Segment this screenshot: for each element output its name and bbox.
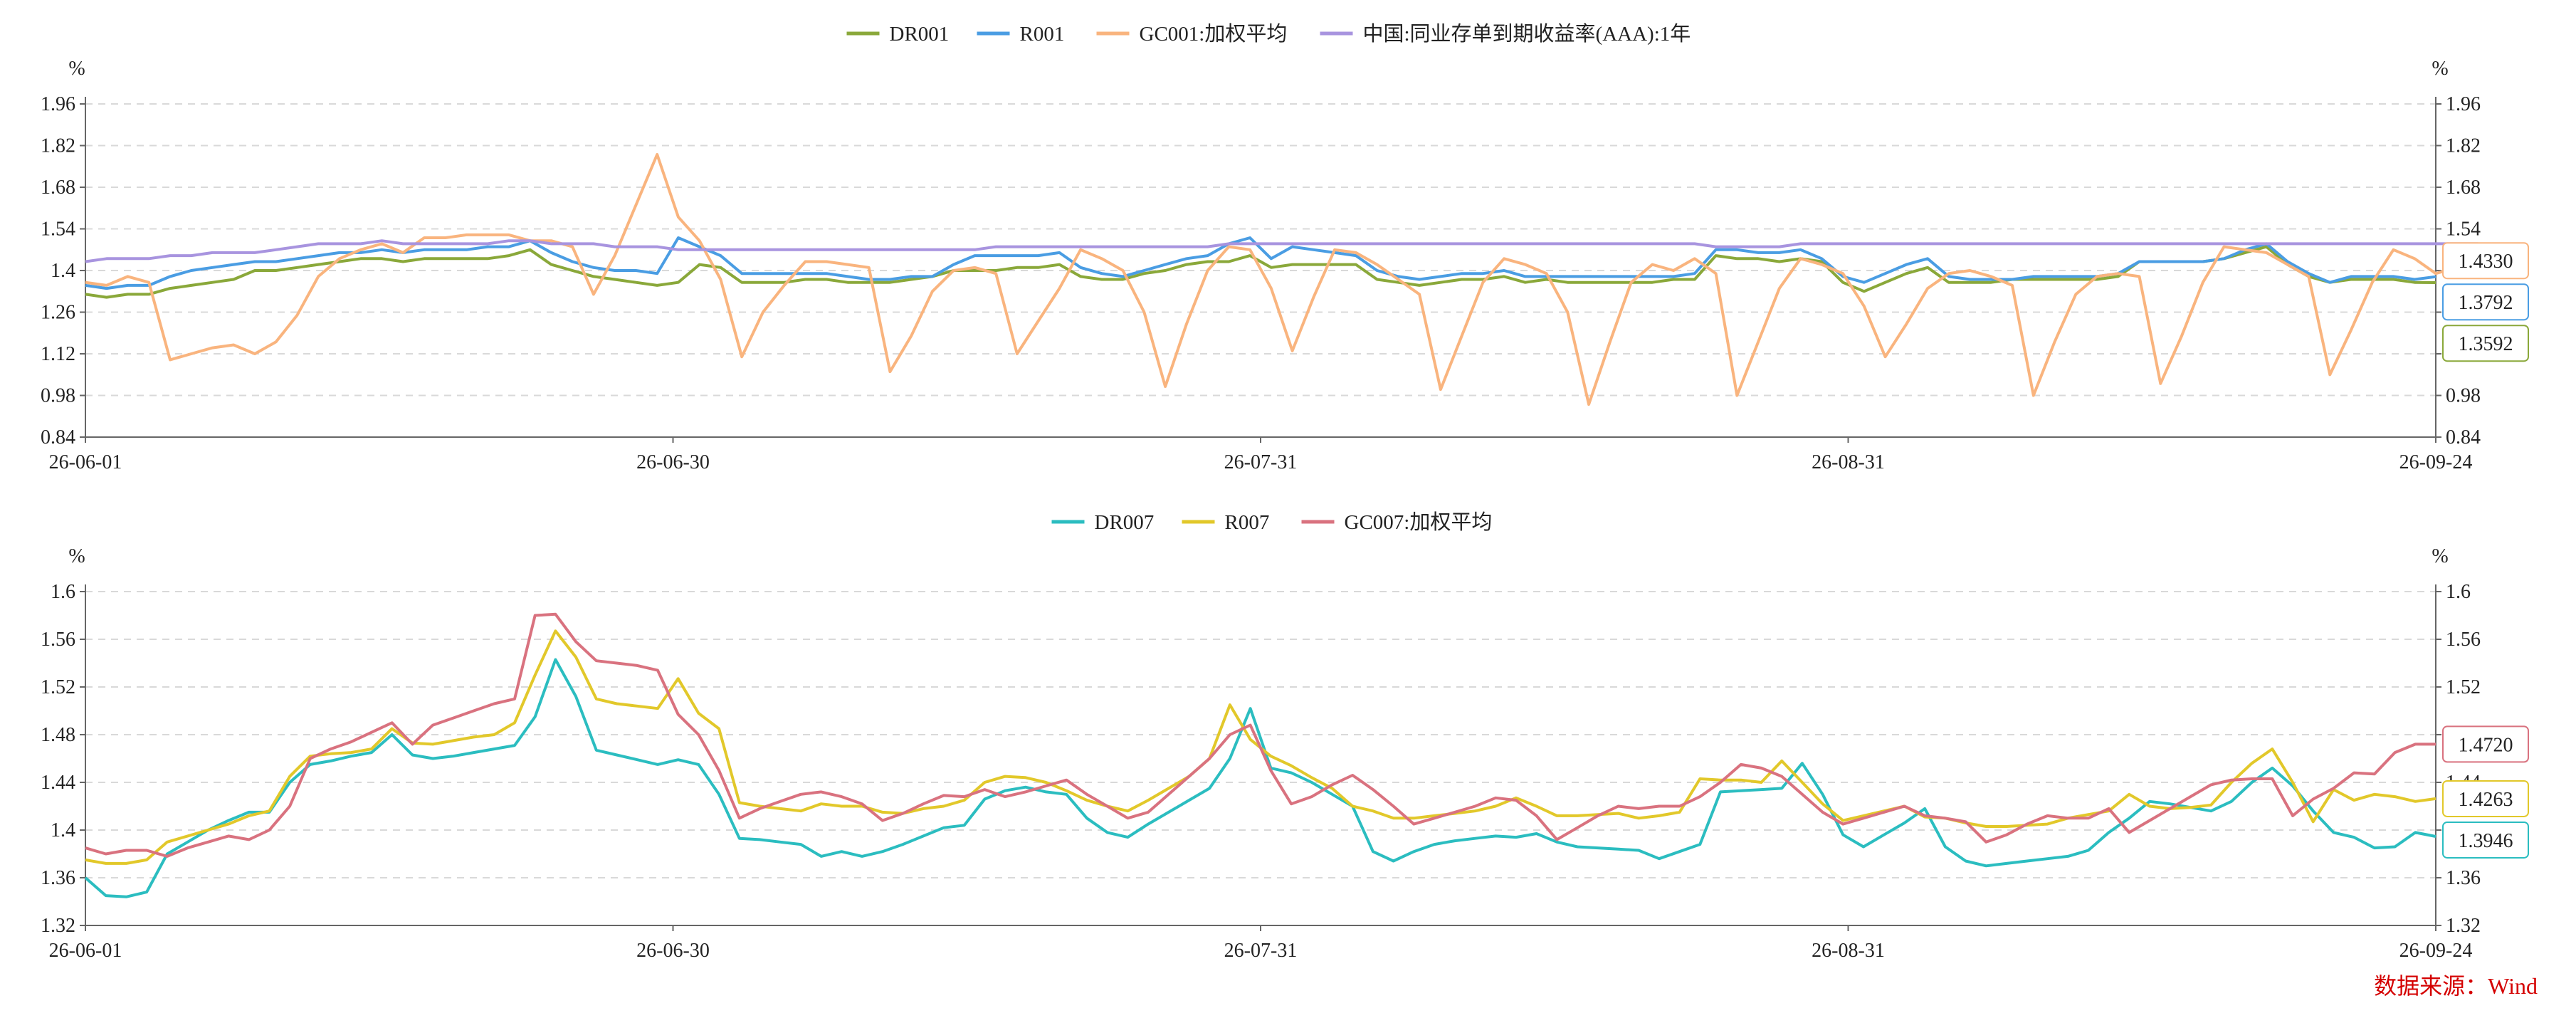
series-line-1-2 [85, 236, 2436, 290]
y-tick-label-left: 1.4 [51, 819, 75, 841]
legend-label: R001 [1020, 23, 1065, 46]
y-tick-label-left: 1.52 [41, 676, 75, 698]
y-tick-label-right: 1.6 [2446, 581, 2471, 603]
end-value-text: 1.3792 [2459, 292, 2513, 314]
y-tick-label-right: 1.56 [2446, 629, 2481, 651]
legend-item: 中国:同业存单到期收益率(AAA):1年 [1320, 22, 1691, 46]
end-value-box [2442, 821, 2529, 859]
series-line-1-4 [85, 239, 2478, 263]
x-tick-label: 26-06-30 [636, 940, 710, 962]
y-tick-label-left: 1.82 [41, 135, 75, 157]
legend-label: DR001 [890, 23, 950, 46]
end-value-box [2442, 283, 2529, 321]
end-value-box [2442, 242, 2529, 280]
legend-label: GC007:加权平均 [1345, 510, 1493, 534]
end-value-text: 1.4330 [2459, 251, 2513, 273]
series-line-1-1 [85, 245, 2436, 299]
x-tick-label: 26-09-24 [2399, 940, 2473, 962]
y-tick-label-left: 1.96 [41, 93, 75, 115]
chart-1: 0.840.840.980.981.121.121.261.261.41.41.… [41, 22, 2529, 473]
y-unit-right: % [2432, 545, 2448, 567]
y-unit-left: % [68, 545, 85, 567]
end-value-label: 1.4330 [2442, 242, 2529, 280]
end-value-text: 1.4720 [2459, 734, 2513, 756]
y-unit-right: % [2432, 58, 2448, 80]
y-tick-label-left: 1.48 [41, 724, 75, 746]
y-tick-label-right: 1.82 [2446, 135, 2481, 157]
y-tick-label-left: 1.56 [41, 629, 75, 651]
x-tick-label: 26-09-24 [2399, 451, 2473, 473]
legend-label: R007 [1225, 511, 1270, 534]
y-tick-label-left: 1.12 [41, 343, 75, 365]
y-tick-label-right: 1.96 [2446, 93, 2481, 115]
chart-2: 1.321.321.361.361.41.41.441.441.481.481.… [41, 510, 2529, 962]
end-value-text: 1.3946 [2459, 830, 2513, 852]
end-value-label: 1.4263 [2442, 780, 2529, 817]
y-tick-label-right: 0.84 [2446, 426, 2481, 448]
legend-label: GC001:加权平均 [1140, 22, 1288, 46]
legend-item: R007 [1182, 511, 1270, 534]
y-tick-label-left: 1.36 [41, 867, 75, 889]
series-line-2-1 [84, 658, 2436, 898]
data-source-label: 数据来源：Wind [2374, 973, 2538, 999]
x-tick-label: 26-06-30 [636, 451, 710, 473]
legend-label: DR007 [1095, 511, 1155, 534]
y-tick-label-right: 0.98 [2446, 385, 2481, 407]
y-tick-label-right: 1.36 [2446, 867, 2481, 889]
y-tick-label-left: 0.84 [41, 426, 75, 448]
end-value-box [2442, 725, 2529, 763]
y-tick-label-left: 1.32 [41, 915, 75, 937]
series-line-1-3 [85, 153, 2479, 406]
legend-item: DR001 [846, 23, 950, 46]
y-tick-label-left: 0.98 [41, 385, 75, 407]
end-value-label: 1.3592 [2442, 325, 2529, 362]
y-unit-left: % [68, 58, 85, 80]
legend: DR001 R001 GC001:加权平均 中国:同业存单到期收益率(AAA):1年 [846, 22, 1691, 46]
end-value-box [2442, 780, 2529, 817]
end-value-label: 1.3792 [2442, 283, 2529, 321]
end-value-text: 1.3592 [2459, 333, 2513, 355]
x-tick-label: 26-08-31 [1812, 940, 1885, 962]
legend: DR007 R007 GC007:加权平均 [1051, 510, 1493, 534]
y-tick-label-right: 1.52 [2446, 676, 2481, 698]
y-tick-label-right: 1.54 [2446, 219, 2481, 241]
x-tick-label: 26-06-01 [49, 940, 122, 962]
legend-item: GC001:加权平均 [1096, 22, 1288, 46]
y-tick-label-right: 1.32 [2446, 915, 2481, 937]
y-tick-label-left: 1.6 [51, 581, 75, 603]
end-value-label: 1.3946 [2442, 821, 2529, 859]
legend-item: GC007:加权平均 [1301, 510, 1493, 534]
y-tick-label-left: 1.44 [41, 772, 75, 794]
y-tick-label-left: 1.26 [41, 302, 75, 324]
y-tick-label-left: 1.54 [41, 219, 75, 241]
end-value-box [2442, 325, 2529, 362]
x-tick-label: 26-08-31 [1812, 451, 1885, 473]
legend-item: DR007 [1051, 511, 1155, 534]
legend-item: R001 [977, 23, 1065, 46]
y-tick-label-left: 1.68 [41, 177, 75, 199]
end-value-text: 1.4263 [2459, 789, 2513, 811]
end-value-label: 1.4720 [2442, 725, 2529, 763]
y-tick-label-right: 1.68 [2446, 177, 2481, 199]
series-line-2-3 [85, 612, 2436, 858]
x-tick-label: 26-07-31 [1224, 451, 1298, 473]
x-tick-label: 26-07-31 [1224, 940, 1298, 962]
x-tick-label: 26-06-01 [49, 451, 122, 473]
legend-label: 中国:同业存单到期收益率(AAA):1年 [1363, 22, 1691, 46]
y-tick-label-left: 1.4 [51, 260, 75, 282]
